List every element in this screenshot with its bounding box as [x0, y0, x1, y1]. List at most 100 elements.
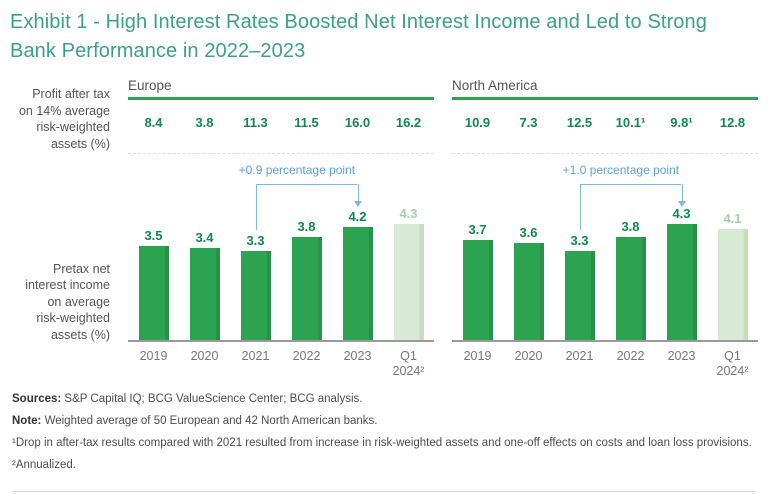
bars-group: 3.5 3.4 3.3 3.8 4.2 4.3 — [128, 154, 434, 340]
x-axis-label: Q1 2024² — [392, 349, 425, 378]
bar-column: 3.7 — [452, 222, 503, 340]
bar — [666, 223, 697, 340]
bar-column: 4.2 — [332, 209, 383, 340]
footnote-note-text: Weighted average of 50 European and 42 N… — [41, 415, 378, 427]
annotation-bracket-left — [579, 184, 581, 230]
bar-value-label: 3.8 — [297, 219, 316, 235]
annotation-arrowhead-icon — [353, 201, 362, 207]
x-axis-label: 2019 — [463, 349, 492, 363]
bar-column: 4.3 — [383, 206, 434, 340]
annotation-arrowhead-icon — [677, 201, 686, 207]
panel-underline — [452, 97, 758, 100]
profit-value: 10.9 — [464, 115, 491, 130]
annotation-label: +0.9 percentage point — [238, 163, 356, 177]
bar-value-label: 4.1 — [723, 211, 742, 227]
annotation-bracket-horizontal — [579, 184, 682, 185]
annotation-label: +1.0 percentage point — [562, 163, 680, 177]
footnotes: Sources: S&P Capital IQ; BCG ValueScienc… — [12, 393, 756, 492]
bar-value-label: 3.8 — [621, 219, 640, 235]
bar-column: 4.1 — [707, 211, 758, 340]
bar — [615, 237, 646, 340]
bar — [138, 245, 169, 340]
bar-value-label: 3.5 — [144, 227, 163, 243]
bar-column: 3.3 — [554, 233, 605, 340]
x-axis-labels: 2019 2020 2021 2022 2023 Q1 2024² — [128, 342, 434, 379]
bar — [189, 248, 220, 340]
bar — [717, 229, 748, 340]
panel-europe: Europe 8.4 3.8 11.3 11.5 16.0 16.2 +0.9 perce… — [128, 78, 434, 379]
panel-underline — [128, 97, 434, 100]
bar — [462, 240, 493, 340]
x-axis-label: Q1 2024² — [716, 349, 749, 378]
bar-column: 3.5 — [128, 227, 179, 340]
x-axis-label: 2021 — [565, 349, 594, 363]
bar — [342, 226, 373, 340]
bar-column: 3.8 — [281, 219, 332, 340]
footnote-sources-text: S&P Capital IQ; BCG ValueScience Center;… — [61, 393, 363, 405]
annotation-bracket-right — [357, 184, 359, 201]
panel-title: Europe — [128, 78, 172, 93]
row-label-pretax-nii: Pretax net interest income on average ri… — [25, 261, 110, 342]
bar — [513, 242, 544, 340]
row-labels-column: Profit after tax on 14% average risk-wei… — [10, 78, 110, 379]
profit-value: 16.0 — [344, 115, 371, 130]
bar-value-label: 3.3 — [570, 232, 589, 248]
footnote-note: Note: Weighted average of 50 European an… — [12, 415, 756, 428]
x-axis-label: 2020 — [514, 349, 543, 363]
profit-value: 3.8 — [195, 115, 214, 130]
annotation-bracket-left — [255, 184, 257, 230]
profit-after-tax-row: 8.4 3.8 11.3 11.5 16.0 16.2 — [128, 100, 434, 153]
bar-column: 4.3 — [656, 206, 707, 340]
footnote-sources: Sources: S&P Capital IQ; BCG ValueScienc… — [12, 393, 756, 406]
bar-chart: +1.0 percentage point 3.7 3.6 3.3 3.8 4.3 4.1 — [452, 154, 758, 342]
bars-group: 3.7 3.6 3.3 3.8 4.3 4.1 — [452, 154, 758, 340]
bar-value-label: 3.4 — [195, 230, 214, 246]
annotation-bracket-right — [681, 184, 683, 201]
profit-value: 7.3 — [519, 115, 538, 130]
x-axis-label: 2021 — [241, 349, 270, 363]
exhibit-title: Exhibit 1 - High Interest Rates Boosted … — [10, 11, 707, 62]
profit-after-tax-row: 10.9 7.3 12.5 10.1¹ 9.8¹ 12.8 — [452, 100, 758, 153]
profit-value: 16.2 — [395, 115, 422, 130]
x-axis-label: 2019 — [139, 349, 168, 363]
bar — [564, 250, 595, 340]
bar-value-label: 3.6 — [519, 224, 538, 240]
bar-column: 3.3 — [230, 233, 281, 340]
footnote-1: ¹Drop in after-tax results compared with… — [12, 437, 752, 449]
bar-value-label: 4.3 — [399, 205, 418, 221]
annotation-bracket-horizontal — [255, 184, 358, 185]
profit-value: 12.5 — [566, 115, 593, 130]
row-label-profit-after-tax: Profit after tax on 14% average risk-wei… — [18, 87, 110, 151]
x-axis-label: 2022 — [292, 349, 321, 363]
x-axis-labels: 2019 2020 2021 2022 2023 Q1 2024² — [452, 342, 758, 379]
profit-value: 11.5 — [294, 115, 319, 130]
bar — [393, 223, 424, 340]
profit-value: 10.1¹ — [615, 115, 646, 130]
profit-value: 9.8¹ — [670, 115, 693, 130]
panel-north-america: North America 10.9 7.3 12.5 10.1¹ 9.8¹ 12.8 +… — [452, 78, 758, 379]
chart-grid: Profit after tax on 14% average risk-wei… — [10, 78, 758, 379]
bar-column: 3.8 — [605, 219, 656, 340]
bar-value-label: 3.3 — [246, 232, 265, 248]
x-axis-label: 2022 — [616, 349, 645, 363]
bar — [291, 237, 322, 340]
bar-value-label: 3.7 — [468, 222, 487, 238]
x-axis-label: 2020 — [190, 349, 219, 363]
footnote-note-label: Note: — [12, 415, 42, 427]
footnote-2: ²Annualized. — [12, 459, 76, 471]
dashed-divider — [452, 153, 758, 154]
bar-column: 3.4 — [179, 230, 230, 340]
dashed-divider — [128, 153, 434, 154]
bar-value-label: 4.2 — [348, 208, 367, 224]
bar-value-label: 4.3 — [672, 205, 691, 221]
profit-value: 11.3 — [243, 115, 268, 130]
x-axis-label: 2023 — [343, 349, 372, 363]
profit-value: 8.4 — [144, 115, 163, 130]
bar-column: 3.6 — [503, 225, 554, 340]
footnote-sources-label: Sources: — [12, 393, 62, 405]
panel-title: North America — [452, 78, 538, 93]
profit-value: 12.8 — [719, 115, 746, 130]
x-axis-label: 2023 — [667, 349, 696, 363]
bar-chart: +0.9 percentage point 3.5 3.4 3.3 3.8 4.2 4.3 — [128, 154, 434, 342]
